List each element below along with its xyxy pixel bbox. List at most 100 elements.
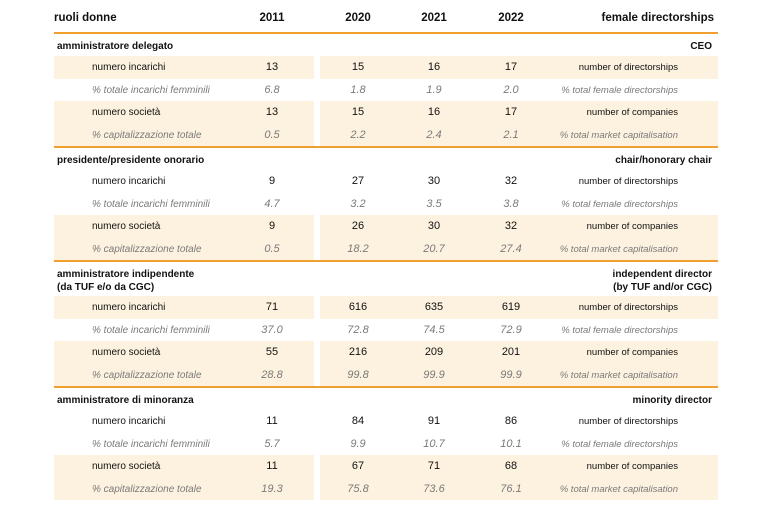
- table-row: numero società 9 26 30 32 number of comp…: [54, 215, 718, 238]
- table-row: numero incarichi 71 616 635 619 number o…: [54, 296, 718, 319]
- table-row: % capitalizzazione totale 0.5 18.2 20.7 …: [54, 237, 718, 260]
- table-row: % capitalizzazione totale 28.8 99.8 99.9…: [54, 363, 718, 386]
- value-2011: 4.7: [264, 197, 280, 210]
- value-2021: 3.5: [426, 197, 442, 210]
- row-label-it: % capitalizzazione totale: [92, 243, 202, 255]
- value-2021: 209: [424, 346, 444, 358]
- value-2022: 2.0: [503, 83, 519, 96]
- row-label-en: number of directorships: [578, 416, 678, 427]
- value-2022: 619: [501, 301, 521, 313]
- section-title-it-line2: (da TUF e/o da CGC): [57, 282, 155, 293]
- row-label-en: number of companies: [586, 221, 678, 232]
- value-2011: 11: [266, 460, 278, 472]
- value-2011: 13: [265, 61, 279, 73]
- table-row: % capitalizzazione totale 0.5 2.2 2.4 2.…: [54, 123, 718, 146]
- value-2022: 17: [504, 106, 518, 118]
- value-2020: 216: [348, 346, 368, 358]
- value-2020: 26: [351, 220, 365, 232]
- section-title-it: amministratore delegato: [57, 41, 174, 52]
- table-row: numero incarichi 9 27 30 32 number of di…: [54, 170, 718, 193]
- row-label-en: % total market capitalisation: [559, 129, 678, 141]
- row-label-it: % capitalizzazione totale: [92, 129, 202, 141]
- section-ceo: amministratore delegato CEO numero incar…: [54, 34, 718, 148]
- row-label-it: numero incarichi: [92, 62, 166, 73]
- row-label-en: % total female directorships: [561, 324, 678, 336]
- section-independent-director: amministratore indipendente (da TUF e/o …: [54, 262, 718, 388]
- section-title-row: amministratore di minoranza minority dir…: [54, 388, 718, 410]
- table-row: numero società 11 67 71 68 number of com…: [54, 455, 718, 478]
- value-2022: 10.1: [500, 437, 522, 450]
- value-2022: 86: [504, 415, 518, 427]
- value-2021: 30: [427, 220, 441, 232]
- value-2021: 73.6: [423, 482, 445, 495]
- value-2021: 1.9: [426, 83, 442, 96]
- section-title-row: presidente/presidente onorario chair/hon…: [54, 148, 718, 170]
- value-2022: 17: [504, 61, 518, 73]
- table-row: numero incarichi 13 15 16 17 number of d…: [54, 56, 718, 79]
- value-2022: 3.8: [503, 197, 519, 210]
- value-2022: 76.1: [500, 482, 522, 495]
- section-title-it: amministratore indipendente (da TUF e/o …: [57, 268, 194, 294]
- row-label-it: numero incarichi: [92, 302, 166, 313]
- value-2011: 0.5: [264, 242, 280, 255]
- row-label-en: % total female directorships: [561, 198, 678, 210]
- row-label-en: % total market capitalisation: [559, 243, 678, 255]
- row-label-it: numero società: [92, 347, 161, 358]
- value-2022: 2.1: [503, 128, 519, 141]
- value-2021: 74.5: [423, 323, 445, 336]
- header-year-2011: 2011: [259, 12, 285, 24]
- value-2021: 99.9: [423, 368, 445, 381]
- value-2020: 3.2: [350, 197, 366, 210]
- header-year-2021: 2021: [421, 12, 447, 24]
- row-label-en: % total market capitalisation: [559, 483, 678, 495]
- row-label-it: numero società: [92, 461, 161, 472]
- table-header: ruoli donne 2011 2020 2021 2022 female d…: [54, 0, 718, 34]
- section-title-en-line1: independent director: [612, 269, 712, 280]
- header-label-en: female directorships: [601, 12, 714, 24]
- row-label-en: number of directorships: [578, 62, 678, 73]
- value-2011: 28.8: [261, 368, 283, 381]
- header-label-it: ruoli donne: [54, 12, 117, 24]
- row-label-it: % capitalizzazione totale: [92, 483, 202, 495]
- table-row: % totale incarichi femminili 6.8 1.8 1.9…: [54, 79, 718, 102]
- section-title-en: CEO: [690, 41, 712, 52]
- value-2011: 71: [265, 301, 279, 313]
- section-title-row: amministratore indipendente (da TUF e/o …: [54, 262, 718, 296]
- value-2011: 0.5: [264, 128, 280, 141]
- section-title-row: amministratore delegato CEO: [54, 34, 718, 56]
- value-2021: 20.7: [423, 242, 445, 255]
- section-title-it: amministratore di minoranza: [57, 395, 194, 406]
- section-chair: presidente/presidente onorario chair/hon…: [54, 148, 718, 262]
- value-2020: 67: [351, 460, 365, 472]
- value-2020: 15: [351, 106, 365, 118]
- value-2021: 30: [427, 175, 441, 187]
- value-2011: 19.3: [261, 482, 283, 495]
- section-title-en-line2: (by TUF and/or CGC): [613, 282, 712, 293]
- value-2011: 9: [268, 220, 276, 232]
- row-label-it: % totale incarichi femminili: [92, 324, 210, 336]
- value-2020: 15: [351, 61, 365, 73]
- row-label-en: number of directorships: [578, 302, 678, 313]
- row-label-en: % total market capitalisation: [559, 369, 678, 381]
- table-row: % totale incarichi femminili 37.0 72.8 7…: [54, 319, 718, 342]
- row-label-it: numero incarichi: [92, 416, 166, 427]
- value-2022: 32: [504, 220, 518, 232]
- value-2022: 72.9: [500, 323, 522, 336]
- value-2020: 72.8: [347, 323, 369, 336]
- row-label-it: % totale incarichi femminili: [92, 438, 210, 450]
- row-label-en: % total female directorships: [561, 438, 678, 450]
- table-row: numero società 13 15 16 17 number of com…: [54, 101, 718, 124]
- section-title-it-line1: amministratore indipendente: [57, 269, 195, 280]
- table-row: numero società 55 216 209 201 number of …: [54, 341, 718, 364]
- row-label-en: number of companies: [586, 107, 678, 118]
- female-directorships-table: ruoli donne 2011 2020 2021 2022 female d…: [54, 0, 718, 500]
- section-title-en: chair/honorary chair: [615, 155, 712, 166]
- header-year-2022: 2022: [498, 12, 524, 24]
- row-label-it: numero società: [92, 107, 161, 118]
- value-2011: 55: [265, 346, 279, 358]
- value-2021: 71: [427, 460, 441, 472]
- row-label-en: % total female directorships: [561, 84, 678, 96]
- section-title-it: presidente/presidente onorario: [57, 155, 205, 166]
- value-2020: 18.2: [347, 242, 369, 255]
- value-2011: 37.0: [261, 323, 283, 336]
